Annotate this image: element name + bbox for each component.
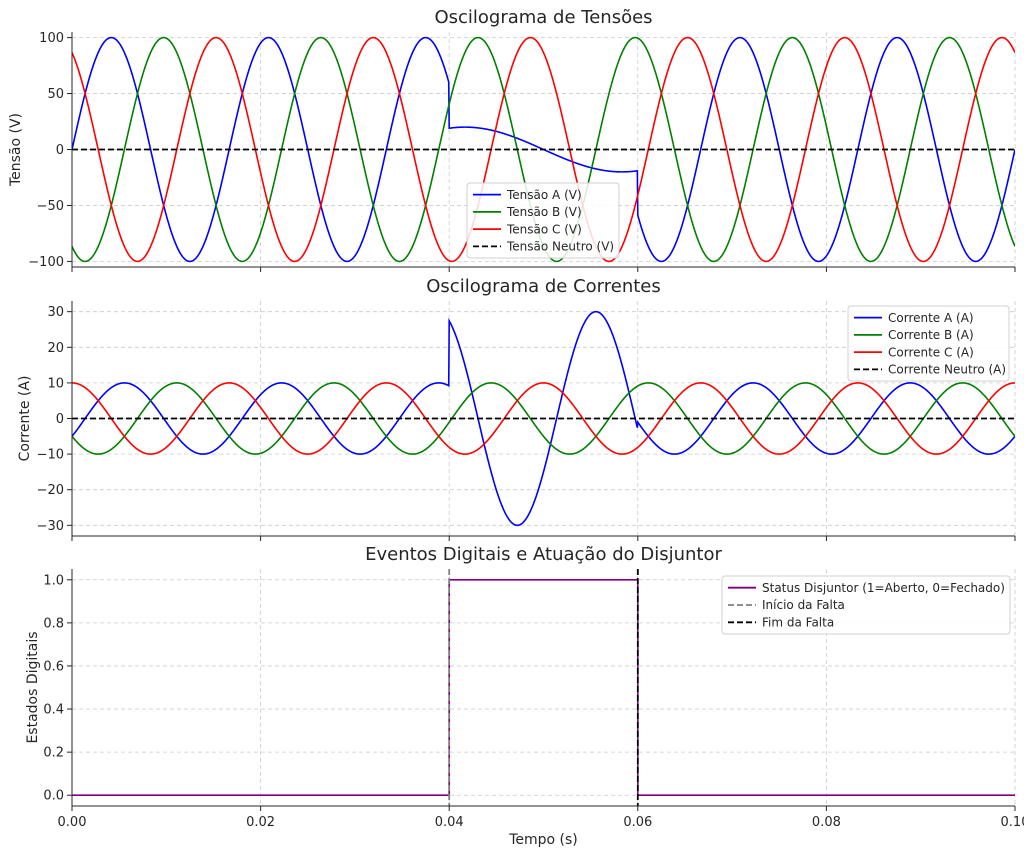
y-tick-label-5: 0.0 bbox=[43, 789, 64, 804]
y-axis-label: Estados Digitais bbox=[25, 631, 41, 743]
x-tick-label-1: 0.02 bbox=[246, 815, 275, 830]
legend: Status Disjuntor (1=Aberto, 0=Fechado) In… bbox=[721, 575, 1011, 635]
series-line-3 bbox=[72, 382, 1015, 455]
chart-title: Eventos Digitais e Atuação do Disjuntor bbox=[365, 544, 722, 565]
legend: Corrente A (A) Corrente B (A) Corrente C (… bbox=[847, 305, 1010, 382]
legend-frame bbox=[847, 305, 1010, 382]
x-tick-label-0: 0.00 bbox=[58, 815, 87, 830]
chart-title: Oscilograma de Correntes bbox=[426, 276, 660, 297]
chart-title: Oscilograma de Tensões bbox=[434, 7, 652, 28]
legend-label-1: Corrente A (A) bbox=[888, 311, 974, 325]
legend-frame bbox=[466, 182, 620, 259]
y-tick-label-3: 0.4 bbox=[43, 703, 64, 718]
legend-label-2: Tensão B (V) bbox=[506, 205, 582, 219]
y-axis-label: Corrente (A) bbox=[17, 376, 33, 462]
series-line-1 bbox=[72, 578, 1015, 797]
y-tick-label-4: 0.2 bbox=[43, 746, 64, 761]
legend-frame bbox=[721, 575, 1011, 635]
series-line-2 bbox=[72, 382, 1015, 455]
legend-label-3: Corrente C (A) bbox=[888, 345, 974, 359]
y-tick-label-3: 0 bbox=[56, 412, 64, 427]
y-tick-label-0: 30 bbox=[47, 305, 64, 320]
y-tick-label-4: −10 bbox=[37, 448, 64, 463]
y-tick-label-5: −20 bbox=[37, 483, 64, 498]
legend-label-2: Início da Falta bbox=[762, 598, 845, 612]
y-tick-label-6: −30 bbox=[37, 519, 64, 534]
x-tick-label-3: 0.06 bbox=[623, 815, 652, 830]
plot-area bbox=[72, 310, 1015, 527]
series-line-3 bbox=[72, 36, 1015, 263]
y-tick-label-1: 20 bbox=[47, 341, 64, 356]
y-tick-label-0: 100 bbox=[39, 31, 64, 46]
chart-panel-1: 100 50 0 −50 −100 Oscilograma de Tensões Tensã… bbox=[8, 7, 1016, 272]
y-tick-label-2: 0.6 bbox=[43, 659, 64, 674]
plot-area bbox=[72, 569, 1015, 806]
legend-label-3: Tensão C (V) bbox=[506, 222, 582, 236]
y-tick-label-2: 0 bbox=[56, 143, 64, 158]
y-tick-label-1: 0.8 bbox=[43, 616, 64, 631]
y-tick-label-4: −100 bbox=[28, 255, 64, 270]
x-axis-label: Tempo (s) bbox=[508, 832, 578, 848]
chart-panel-2: 30 20 10 0 −10 −20 −30 Oscilograma de Correntes… bbox=[17, 276, 1016, 541]
legend-label-4: Corrente Neutro (A) bbox=[888, 363, 1006, 377]
legend-label-1: Status Disjuntor (1=Aberto, 0=Fechado) bbox=[762, 581, 1005, 595]
x-tick-label-2: 0.04 bbox=[435, 815, 464, 830]
legend: Tensão A (V) Tensão B (V) Tensão C (V) Tens… bbox=[466, 182, 620, 259]
y-axis-label: Tensão (V) bbox=[8, 113, 24, 187]
chart-panel-3: 1.0 0.8 0.6 0.4 0.2 0.0 0.00 0.02 0.04 0.06 0.08 0.… bbox=[25, 544, 1024, 848]
y-tick-label-3: −50 bbox=[37, 199, 64, 214]
y-tick-label-1: 50 bbox=[47, 87, 64, 102]
x-tick-label-5: 0.10 bbox=[1001, 815, 1024, 830]
legend-label-3: Fim da Falta bbox=[762, 616, 834, 630]
y-tick-label-2: 10 bbox=[47, 376, 64, 391]
legend-label-2: Corrente B (A) bbox=[888, 328, 974, 342]
legend-label-4: Tensão Neutro (V) bbox=[506, 240, 614, 254]
y-tick-label-0: 1.0 bbox=[43, 573, 64, 588]
x-tick-label-4: 0.08 bbox=[812, 815, 841, 830]
legend-label-1: Tensão A (V) bbox=[506, 188, 582, 202]
